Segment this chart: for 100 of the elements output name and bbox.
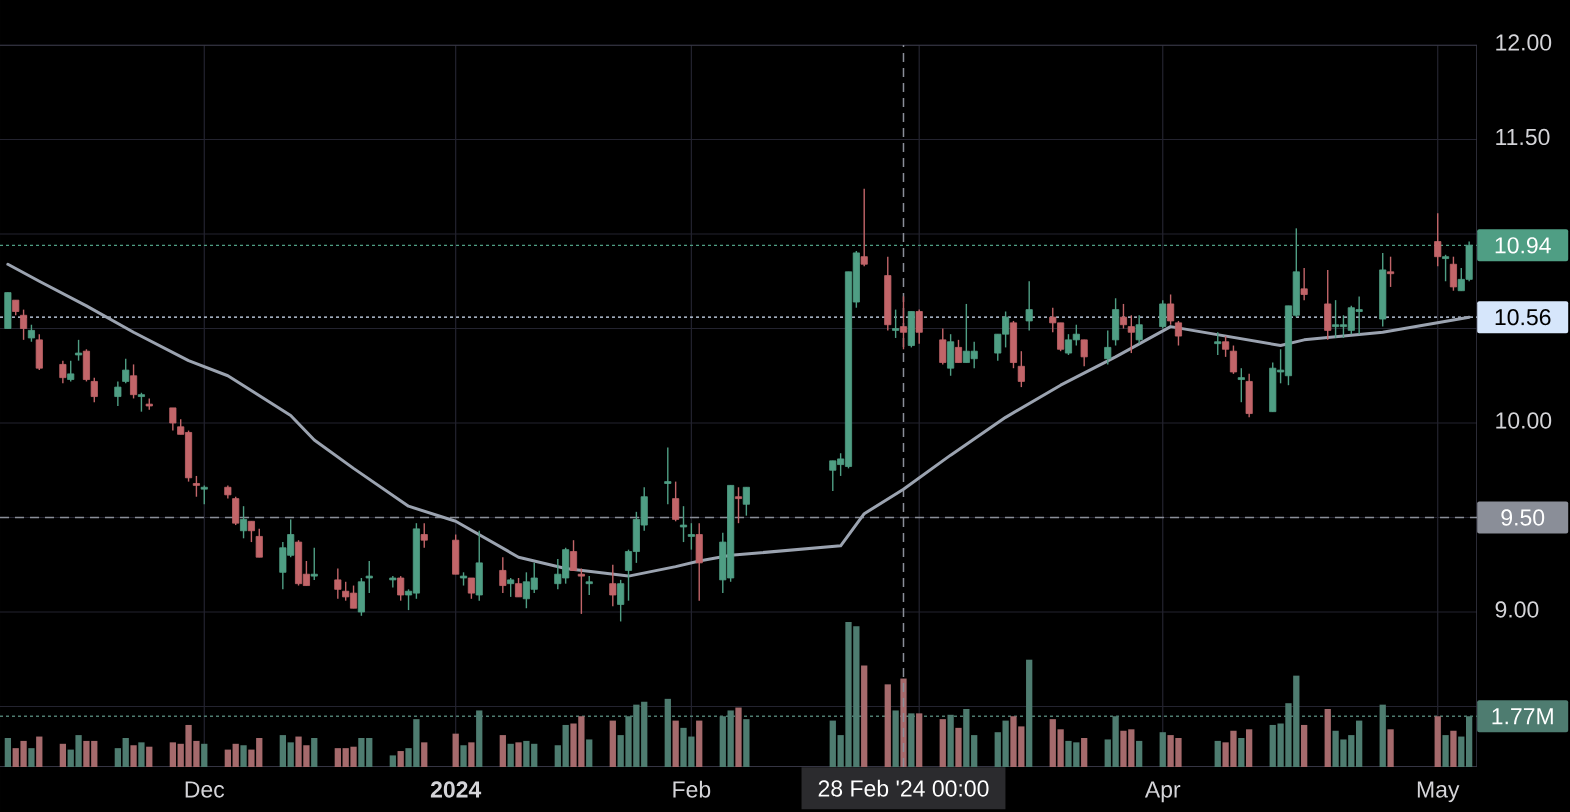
candlestick [499, 556, 507, 594]
bar [900, 678, 907, 767]
bar [955, 727, 962, 767]
candlestick [420, 522, 428, 549]
bar [130, 745, 137, 767]
candlestick [514, 577, 523, 598]
candlestick [899, 295, 908, 350]
ref-line-label: 10.56 [1495, 309, 1551, 326]
candlestick [365, 560, 373, 594]
candlestick [1159, 299, 1167, 330]
candlestick [1104, 329, 1112, 366]
candlestick [1025, 280, 1033, 332]
bar [122, 738, 129, 767]
bar [1301, 724, 1308, 767]
candlestick [939, 327, 947, 366]
bar [240, 745, 247, 767]
bar [562, 724, 569, 767]
bar [1214, 740, 1221, 767]
candlestick [192, 475, 200, 498]
bar [743, 719, 750, 767]
bar [1387, 729, 1394, 767]
bar [468, 742, 475, 767]
bar [4, 738, 11, 767]
bar [515, 742, 522, 767]
ref-line-label: 1.77M [1492, 708, 1553, 725]
x-tick-label: Apr [1144, 781, 1181, 803]
bar [224, 749, 231, 767]
y-tick-label: 12.00 [1496, 34, 1552, 51]
candlestick [1442, 254, 1450, 282]
candlestick [67, 359, 75, 383]
x-tick-label: May [1417, 781, 1460, 803]
candlestick [1434, 212, 1442, 267]
bar [421, 742, 428, 767]
bar [460, 745, 467, 767]
candlestick [247, 520, 255, 543]
bar [939, 719, 946, 767]
bar [1458, 736, 1465, 767]
bar [1450, 730, 1457, 767]
candlestick [397, 575, 405, 602]
bar [1238, 738, 1245, 767]
bar [138, 742, 145, 767]
candlestick [569, 539, 578, 572]
bar [28, 748, 35, 767]
bar [609, 720, 616, 767]
bar [884, 684, 891, 767]
bar [452, 733, 459, 767]
candlestick [954, 339, 963, 364]
candlestick [734, 486, 743, 524]
bar [892, 710, 899, 767]
candlestick [609, 564, 617, 608]
candlestick [672, 480, 680, 522]
x-tick-label: 2024 [430, 781, 482, 798]
ref-line-label: 10.94 [1495, 237, 1551, 254]
bar [279, 735, 286, 767]
candlestick [169, 407, 177, 432]
candlestick [1449, 255, 1457, 292]
candlestick [240, 505, 248, 539]
candlestick [1229, 344, 1237, 375]
candlestick [90, 376, 98, 403]
candlestick [130, 363, 138, 400]
bar [499, 735, 506, 767]
candlestick [59, 359, 67, 385]
candlestick [577, 567, 585, 615]
candlestick [1167, 293, 1175, 326]
bar [311, 738, 318, 767]
candlestick [687, 522, 695, 551]
bar [1324, 709, 1331, 767]
bar [146, 746, 153, 767]
bar [861, 665, 868, 767]
candlestick [114, 380, 122, 407]
bar [397, 751, 404, 767]
candlestick [137, 392, 145, 413]
candlestick [507, 577, 515, 598]
candlestick [1127, 314, 1135, 354]
bar [672, 720, 679, 767]
y-tick-label: 10.00 [1496, 412, 1552, 429]
candlestick [1080, 339, 1088, 368]
bar [1442, 735, 1449, 767]
candlestick [1017, 350, 1025, 388]
bar [1246, 729, 1253, 767]
candlestick [742, 486, 750, 517]
candlestick [122, 358, 130, 385]
bar [916, 713, 923, 767]
candlestick [1300, 267, 1308, 301]
candlestick [20, 308, 28, 341]
bar [1136, 740, 1143, 767]
bar [1356, 720, 1363, 767]
candlestick [664, 446, 672, 505]
candlestick [892, 308, 900, 339]
x-tick-label: Dec [185, 781, 225, 798]
candlestick [310, 547, 318, 581]
bar [735, 707, 742, 767]
x-tick-label: Feb [673, 780, 711, 798]
bar [334, 748, 341, 767]
bar [1159, 732, 1166, 767]
bar [389, 755, 396, 767]
bar [1081, 738, 1088, 767]
bar [586, 739, 593, 767]
candlestick [255, 528, 263, 558]
bar [971, 735, 978, 767]
